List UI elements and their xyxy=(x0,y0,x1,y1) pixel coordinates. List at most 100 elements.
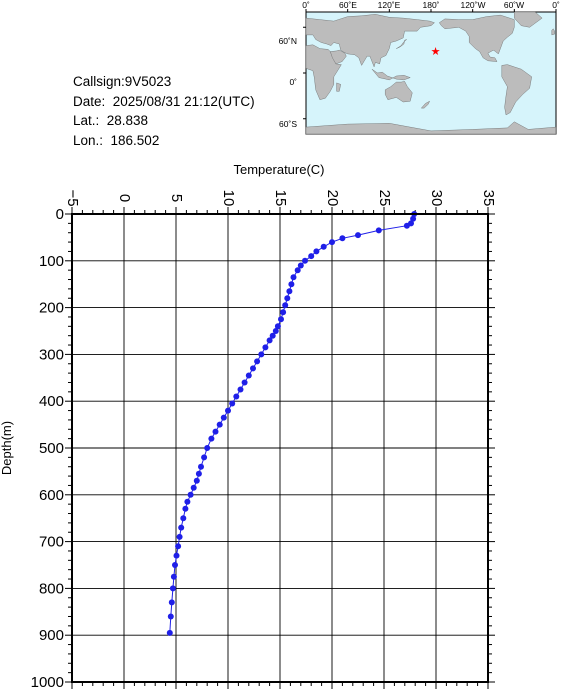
map-label-60n: 60˚N xyxy=(279,36,297,46)
data-point xyxy=(168,599,175,606)
data-point xyxy=(266,337,273,344)
data-point xyxy=(278,316,284,323)
y-tick-label: 900 xyxy=(39,627,64,644)
data-point xyxy=(170,573,177,580)
y-tick-label: 100 xyxy=(39,253,64,270)
data-point xyxy=(339,235,346,242)
y-tick-label: 600 xyxy=(39,487,64,504)
y-tick-labels: 0 100 200 300 400 500 600 700 800 900 1000 xyxy=(31,206,64,690)
data-point xyxy=(190,484,197,491)
data-point xyxy=(355,232,361,239)
map-label-0: 0˚ xyxy=(302,0,310,10)
data-point xyxy=(193,477,200,484)
y-tick-label: 400 xyxy=(39,393,64,410)
data-point xyxy=(175,543,182,550)
data-point xyxy=(198,463,204,470)
data-point xyxy=(288,281,295,288)
y-tick-label: 700 xyxy=(39,534,64,551)
data-point xyxy=(173,552,180,559)
y-tick-label: 800 xyxy=(39,580,64,597)
x-tick-label: 5 xyxy=(168,194,185,202)
data-point xyxy=(176,533,183,540)
x-axis-title: Temperature(C) xyxy=(233,162,324,177)
x-tick-label: 20 xyxy=(324,190,341,207)
map-land-eurasia xyxy=(305,14,435,68)
data-point xyxy=(220,414,227,421)
data-point xyxy=(308,253,315,260)
map-land-arabia xyxy=(330,49,347,65)
data-point xyxy=(169,585,176,592)
data-point xyxy=(262,344,269,351)
data-point xyxy=(172,562,178,568)
data-point xyxy=(297,262,304,269)
map-land xyxy=(305,11,557,135)
map-label-eq: 0˚ xyxy=(289,77,297,87)
data-point xyxy=(225,407,231,414)
y-tick-label: 300 xyxy=(39,346,64,363)
map-label-60e: 60˚E xyxy=(339,0,357,10)
data-point xyxy=(290,274,297,281)
data-point xyxy=(184,498,191,505)
map-land-indonesia xyxy=(371,69,411,81)
y-tick-label: 200 xyxy=(39,300,64,317)
map-land-australia xyxy=(385,81,413,103)
plot-frame xyxy=(71,213,489,683)
data-point xyxy=(201,454,208,461)
map-ticks xyxy=(303,9,557,120)
map-label-120e: 120˚E xyxy=(378,0,401,10)
map-land-south-america xyxy=(501,64,532,116)
data-point xyxy=(320,243,327,250)
series-temperature-profile xyxy=(166,211,418,636)
data-point xyxy=(302,257,308,264)
map-land-north-america xyxy=(439,14,515,62)
data-point xyxy=(216,421,223,428)
data-point xyxy=(258,351,265,358)
data-point xyxy=(329,239,335,246)
y-tick-label: 500 xyxy=(39,440,64,457)
data-point xyxy=(254,358,261,365)
longitude-text: Lon.: 186.502 xyxy=(73,132,160,148)
data-point xyxy=(233,393,240,400)
data-point xyxy=(274,323,281,330)
data-point xyxy=(229,400,236,407)
data-point xyxy=(250,365,256,372)
y-tick-label: 1000 xyxy=(31,674,64,690)
x-tick-labels: −5 0 5 10 15 20 25 30 35 xyxy=(64,189,497,206)
data-point xyxy=(166,629,173,636)
x-tick-label: 0 xyxy=(116,194,133,202)
data-point xyxy=(375,227,382,234)
data-point xyxy=(282,302,289,309)
data-point xyxy=(204,445,211,451)
chart-grid xyxy=(71,213,489,683)
map-label-60s: 60˚S xyxy=(279,119,297,129)
map-label-0-end: 0˚ xyxy=(552,0,560,10)
map-land-uk xyxy=(551,28,555,36)
map-land-greenland xyxy=(514,11,543,28)
y-axis-title: Depth(m) xyxy=(0,421,14,475)
data-point xyxy=(245,372,252,379)
data-point xyxy=(195,470,202,477)
data-point xyxy=(237,386,244,393)
data-point xyxy=(208,435,215,442)
map-land-new-zealand xyxy=(420,100,431,109)
map-land-madagascar xyxy=(336,82,341,92)
y-tick-label: 0 xyxy=(56,206,64,223)
data-point xyxy=(180,515,187,522)
map-land-antarctica xyxy=(305,121,557,135)
data-point xyxy=(410,215,417,222)
world-map: 0˚ 60˚E 120˚E 180˚ 120˚W 60˚W 0˚ 60˚N 0˚… xyxy=(279,0,560,135)
data-point xyxy=(286,288,293,295)
callsign-text: Callsign:9V5023 xyxy=(73,74,172,89)
map-position-marker: ★ xyxy=(431,46,441,58)
data-point xyxy=(182,505,189,512)
data-point xyxy=(403,222,410,229)
data-point xyxy=(187,491,194,498)
latitude-text: Lat.: 28.838 xyxy=(73,113,149,128)
x-tick-label: 15 xyxy=(272,190,289,207)
x-tick-label: 30 xyxy=(428,190,445,207)
map-land-japan xyxy=(396,39,407,49)
data-point xyxy=(212,428,219,435)
x-tick-label: 25 xyxy=(376,190,393,207)
data-point xyxy=(241,379,248,386)
